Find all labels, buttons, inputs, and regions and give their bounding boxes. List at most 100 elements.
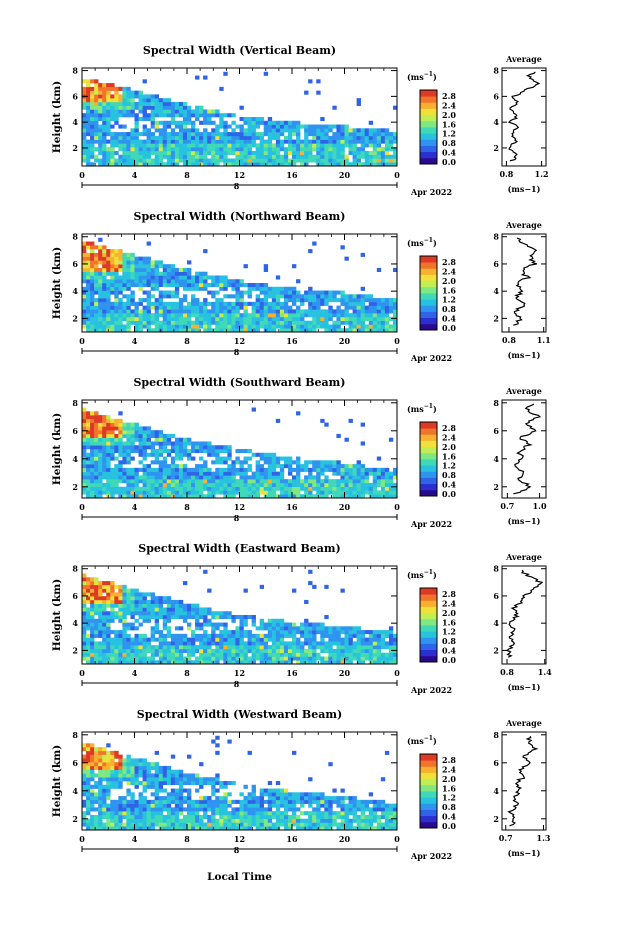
y-tick-label: 8 [72, 232, 78, 242]
data-cell [142, 758, 147, 763]
data-cell [316, 475, 321, 480]
data-cell [106, 260, 111, 265]
data-cell [247, 660, 252, 665]
data-cell [118, 486, 123, 491]
data-cell [292, 328, 297, 333]
data-cell [356, 475, 361, 480]
data-cell [207, 452, 212, 457]
data-cell [271, 452, 277, 457]
y-tick-label: 2 [72, 143, 78, 153]
data-cell [98, 607, 103, 612]
data-cell [348, 128, 353, 133]
data-cell [292, 622, 297, 627]
data-cell [231, 150, 236, 155]
data-cell [324, 467, 329, 472]
data-cell [138, 494, 143, 499]
data-cell [308, 641, 313, 646]
data-cell [122, 584, 127, 589]
data-cell [158, 482, 164, 487]
data-cell [114, 471, 119, 476]
data-cell [191, 633, 196, 638]
data-cell [384, 316, 390, 321]
data-cell [219, 449, 224, 454]
data-cell [106, 256, 111, 261]
data-cell [235, 637, 240, 642]
data-cell [126, 105, 131, 110]
data-cell [296, 320, 301, 325]
data-cell [368, 467, 374, 472]
data-cell [170, 309, 176, 314]
data-cell [356, 460, 361, 465]
colorbar-swatch [420, 90, 437, 97]
data-cell [239, 124, 244, 129]
data-cell [308, 626, 313, 631]
data-cell [356, 320, 361, 325]
data-cell [380, 637, 386, 642]
data-cell [138, 109, 143, 114]
data-cell [158, 109, 164, 114]
data-cell [223, 467, 228, 472]
data-cell [259, 486, 265, 491]
data-cell [199, 607, 204, 612]
data-cell [102, 328, 107, 333]
data-cell [146, 328, 151, 333]
data-cell [292, 633, 297, 638]
data-cell [110, 252, 115, 257]
data-cell [102, 90, 107, 95]
data-cell [344, 294, 349, 299]
data-cell [207, 309, 212, 314]
data-cell [304, 637, 309, 642]
data-cell [166, 464, 172, 469]
data-cell [368, 301, 374, 306]
colorbar-frame [419, 421, 438, 497]
data-cell [316, 652, 321, 657]
data-cell [82, 814, 87, 819]
data-cell [102, 120, 107, 125]
data-cell [279, 626, 285, 631]
data-cell [162, 660, 168, 665]
data-cell [215, 320, 220, 325]
data-cell [90, 275, 95, 280]
data-cell [110, 479, 115, 484]
data-cell [199, 645, 204, 650]
data-cell [130, 316, 135, 321]
data-cell [102, 456, 107, 461]
data-cell [106, 773, 111, 778]
data-cell [287, 490, 293, 495]
data-cell [126, 316, 131, 321]
data-cell [255, 154, 260, 159]
data-cell [360, 645, 365, 650]
data-cell [203, 618, 208, 623]
data-cell [287, 147, 293, 152]
data-cell [300, 324, 305, 329]
data-cell [98, 98, 103, 103]
x-tick-label: 8 [184, 170, 190, 180]
data-cell [98, 826, 103, 831]
data-cell [130, 422, 135, 427]
data-cell [235, 486, 240, 491]
data-cell [86, 415, 91, 420]
data-cell [255, 117, 260, 122]
data-cell [328, 630, 333, 635]
data-cell [235, 309, 240, 314]
data-cell [263, 324, 269, 329]
data-cell [86, 645, 91, 650]
data-cell [118, 762, 123, 767]
data-cell [110, 660, 115, 665]
data-cell [114, 320, 119, 325]
data-cell [251, 490, 256, 495]
data-cell [178, 316, 184, 321]
data-cell [166, 316, 172, 321]
data-cell [364, 486, 370, 491]
data-cell [203, 637, 208, 642]
data-cell [239, 633, 244, 638]
data-cell [94, 117, 99, 122]
data-cell [154, 596, 160, 601]
data-cell [332, 309, 337, 314]
data-cell [142, 150, 147, 155]
data-cell [199, 275, 204, 280]
data-cell [146, 467, 151, 472]
data-cell [263, 283, 269, 288]
data-cell [102, 460, 107, 465]
data-cell [166, 765, 172, 770]
